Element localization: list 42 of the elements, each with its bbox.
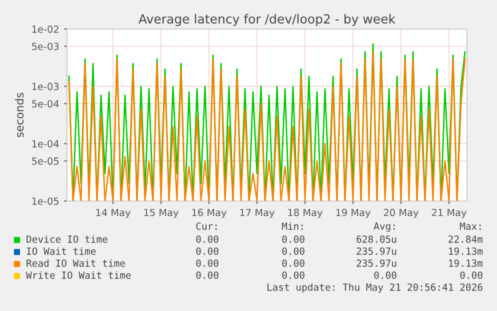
chart-title: Average latency for /dev/loop2 - by week bbox=[138, 14, 396, 26]
x-tick-label: 17 May bbox=[240, 208, 274, 218]
text: Min: bbox=[282, 222, 303, 230]
text: 22.84m bbox=[448, 235, 483, 243]
y-tick-label: 1e-05 bbox=[32, 197, 59, 205]
text: 0.00 bbox=[282, 271, 304, 279]
text: 0.00 bbox=[196, 259, 218, 267]
text: 0.00 bbox=[196, 271, 218, 279]
legend-label: Write IO Wait time bbox=[26, 271, 131, 279]
text: Last update: Thu May 21 20:56:41 2026 bbox=[267, 283, 482, 293]
text: Avg: bbox=[374, 222, 395, 232]
legend-label: Read IO Wait time bbox=[26, 259, 125, 267]
text: 0.00 bbox=[374, 271, 396, 279]
text: 19.13m bbox=[449, 259, 483, 267]
text: Cur: bbox=[196, 222, 217, 230]
text: 0.00 bbox=[460, 271, 482, 279]
y-tick-label: 5e-04 bbox=[32, 100, 59, 108]
text: Max: bbox=[460, 222, 481, 230]
text: 235.97u bbox=[356, 259, 396, 267]
y-axis-title: seconds bbox=[15, 92, 24, 138]
text: 628.05u bbox=[356, 235, 396, 243]
text: 0.00 bbox=[196, 235, 218, 243]
text: 19.13m bbox=[449, 247, 483, 255]
text: 0.00 bbox=[196, 247, 218, 255]
y-tick-label: 1e-04 bbox=[32, 140, 59, 148]
legend-label: IO Wait time bbox=[26, 247, 96, 255]
x-tick-label: 14 May bbox=[96, 208, 130, 218]
x-tick-label: 18 May bbox=[288, 208, 322, 218]
x-tick-label: 19 May bbox=[336, 208, 370, 218]
text: 0.00 bbox=[282, 259, 304, 267]
text: 0.00 bbox=[282, 247, 304, 255]
y-tick-label: 1e-03 bbox=[32, 82, 59, 90]
text: 0.00 bbox=[282, 235, 304, 243]
x-tick-label: 15 May bbox=[144, 208, 178, 218]
x-tick-label: 20 May bbox=[384, 208, 418, 218]
x-tick-label: 21 May bbox=[432, 208, 466, 218]
text: 235.97u bbox=[356, 247, 396, 255]
x-tick-label: 16 May bbox=[192, 208, 226, 218]
y-tick-label: 1e-02 bbox=[32, 25, 58, 33]
y-tick-label: 5e-05 bbox=[32, 157, 59, 165]
y-tick-label: 5e-03 bbox=[32, 42, 59, 50]
legend-label: Device IO time bbox=[26, 235, 108, 243]
